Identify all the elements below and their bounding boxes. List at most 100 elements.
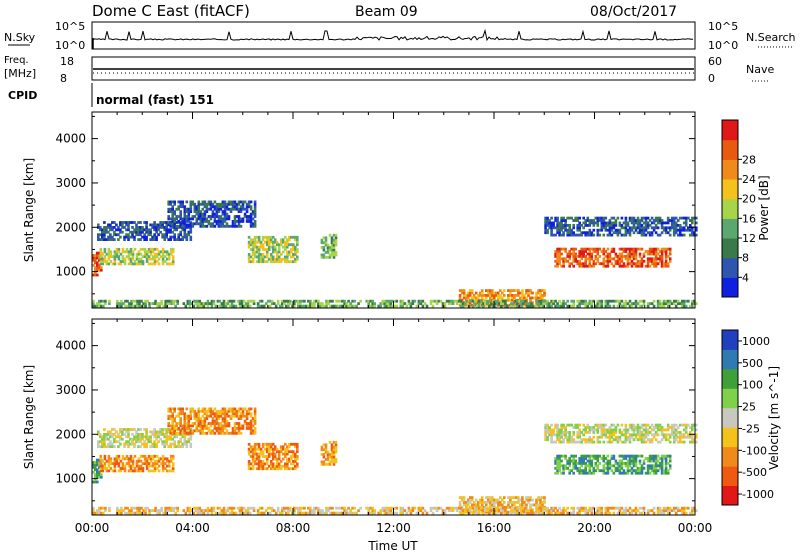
heatmap-cell bbox=[96, 302, 99, 305]
heatmap-cell bbox=[606, 511, 610, 515]
heatmap-cell bbox=[111, 238, 114, 241]
heatmap-cell bbox=[247, 427, 251, 430]
heatmap-cell bbox=[239, 217, 243, 221]
heatmap-cell bbox=[121, 457, 125, 461]
heatmap-cell bbox=[326, 462, 330, 466]
heatmap-cell bbox=[604, 431, 608, 434]
heatmap-cell bbox=[343, 304, 346, 308]
heatmap-cell bbox=[670, 221, 674, 225]
heatmap-cell bbox=[588, 219, 592, 222]
heatmap-cell bbox=[301, 299, 304, 303]
heatmap-cell bbox=[267, 240, 271, 244]
heatmap-cell bbox=[628, 435, 632, 439]
heatmap-cell bbox=[614, 462, 618, 465]
heatmap-cell bbox=[129, 257, 133, 261]
heatmap-cell bbox=[590, 440, 594, 444]
heatmap-cell bbox=[572, 252, 575, 256]
heatmap-cell bbox=[188, 299, 192, 303]
heatmap-cell bbox=[177, 422, 180, 425]
heatmap-cell bbox=[213, 427, 217, 430]
heatmap-cell bbox=[92, 461, 95, 464]
heatmap-cell bbox=[96, 480, 99, 484]
heatmap-cell bbox=[247, 205, 251, 209]
heatmap-cell bbox=[664, 457, 668, 460]
heatmap-cell bbox=[153, 445, 156, 448]
nsky-tick-top: 10^5 bbox=[55, 20, 85, 33]
heatmap-cell bbox=[139, 428, 142, 431]
heatmap-cell bbox=[101, 437, 104, 441]
heatmap-cell bbox=[566, 440, 569, 444]
heatmap-cell bbox=[695, 233, 698, 237]
heatmap-cell bbox=[658, 426, 662, 429]
heatmap-cell bbox=[668, 233, 672, 237]
heatmap-cell bbox=[461, 511, 465, 515]
heatmap-cell bbox=[584, 264, 587, 268]
heatmap-cell bbox=[614, 426, 618, 429]
heatmap-cell bbox=[602, 423, 606, 427]
heatmap-cell bbox=[646, 216, 650, 220]
heatmap-cell bbox=[125, 462, 129, 465]
heatmap-cell bbox=[405, 304, 409, 308]
heatmap-cell bbox=[247, 202, 251, 206]
heatmap-cell bbox=[251, 445, 255, 449]
heatmap-cell bbox=[550, 304, 553, 308]
heatmap-cell bbox=[161, 262, 165, 266]
heatmap-cell bbox=[562, 233, 565, 237]
heatmap-cell bbox=[203, 431, 207, 435]
heatmap-cell bbox=[113, 262, 117, 266]
heatmap-cell bbox=[373, 304, 376, 308]
heatmap-cell bbox=[326, 248, 330, 252]
heatmap-cell bbox=[421, 299, 425, 303]
heatmap-cell bbox=[529, 503, 532, 507]
heatmap-cell bbox=[556, 509, 559, 512]
heatmap-cell bbox=[191, 200, 195, 204]
heatmap-cell bbox=[253, 210, 257, 213]
heatmap-cell bbox=[550, 438, 553, 442]
heatmap-cell bbox=[554, 440, 557, 444]
heatmap-cell bbox=[636, 454, 640, 458]
heatmap-cell bbox=[566, 228, 569, 232]
heatmap-cell bbox=[598, 426, 602, 429]
heatmap-cell bbox=[600, 262, 604, 266]
heatmap-cell bbox=[143, 442, 146, 446]
heatmap-cell bbox=[691, 302, 694, 305]
heatmap-cell bbox=[491, 296, 494, 300]
heatmap-cell bbox=[281, 250, 285, 254]
heatmap-cell bbox=[133, 228, 136, 232]
heatmap-cell bbox=[546, 231, 549, 235]
heatmap-cell bbox=[297, 304, 300, 308]
heatmap-cell bbox=[137, 262, 141, 266]
heatmap-cell bbox=[189, 200, 193, 204]
heatmap-cell bbox=[546, 299, 549, 303]
heatmap-cell bbox=[347, 506, 350, 510]
heatmap-cell bbox=[149, 437, 152, 441]
heatmap-cell bbox=[251, 429, 255, 433]
heatmap-cell bbox=[256, 511, 260, 515]
heatmap-cell bbox=[153, 433, 156, 436]
heatmap-cell bbox=[472, 296, 476, 300]
heatmap-cell bbox=[107, 464, 111, 468]
heatmap-cell bbox=[224, 304, 228, 308]
heatmap-cell bbox=[624, 423, 628, 427]
heatmap-cell bbox=[443, 511, 447, 515]
heatmap-cell bbox=[113, 226, 116, 229]
nsky-trace bbox=[92, 28, 693, 49]
heatmap-cell bbox=[182, 509, 186, 512]
heatmap-cell bbox=[257, 257, 261, 261]
heatmap-cell bbox=[155, 223, 158, 227]
heatmap-cell bbox=[123, 235, 126, 239]
heatmap-cell bbox=[215, 202, 219, 206]
heatmap-cell bbox=[496, 509, 499, 512]
heatmap-cell bbox=[119, 467, 123, 470]
heatmap-cell bbox=[117, 469, 121, 473]
heatmap-cell bbox=[650, 262, 654, 266]
heatmap-cell bbox=[261, 245, 265, 249]
heatmap-cell bbox=[98, 461, 101, 464]
heatmap-cell bbox=[598, 511, 602, 515]
heatmap-cell bbox=[652, 262, 656, 266]
heatmap-cell bbox=[334, 238, 338, 242]
heatmap-cell bbox=[543, 501, 546, 504]
heatmap-cell bbox=[253, 457, 257, 461]
heatmap-cell bbox=[96, 468, 99, 472]
heatmap-cell bbox=[209, 429, 213, 433]
